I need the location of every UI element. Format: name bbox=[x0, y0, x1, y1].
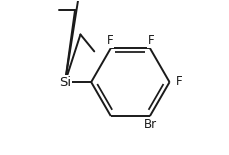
Text: Si: Si bbox=[59, 76, 71, 89]
Text: F: F bbox=[147, 34, 153, 47]
Text: Br: Br bbox=[144, 117, 157, 131]
Text: F: F bbox=[106, 34, 113, 47]
Text: F: F bbox=[175, 75, 182, 88]
